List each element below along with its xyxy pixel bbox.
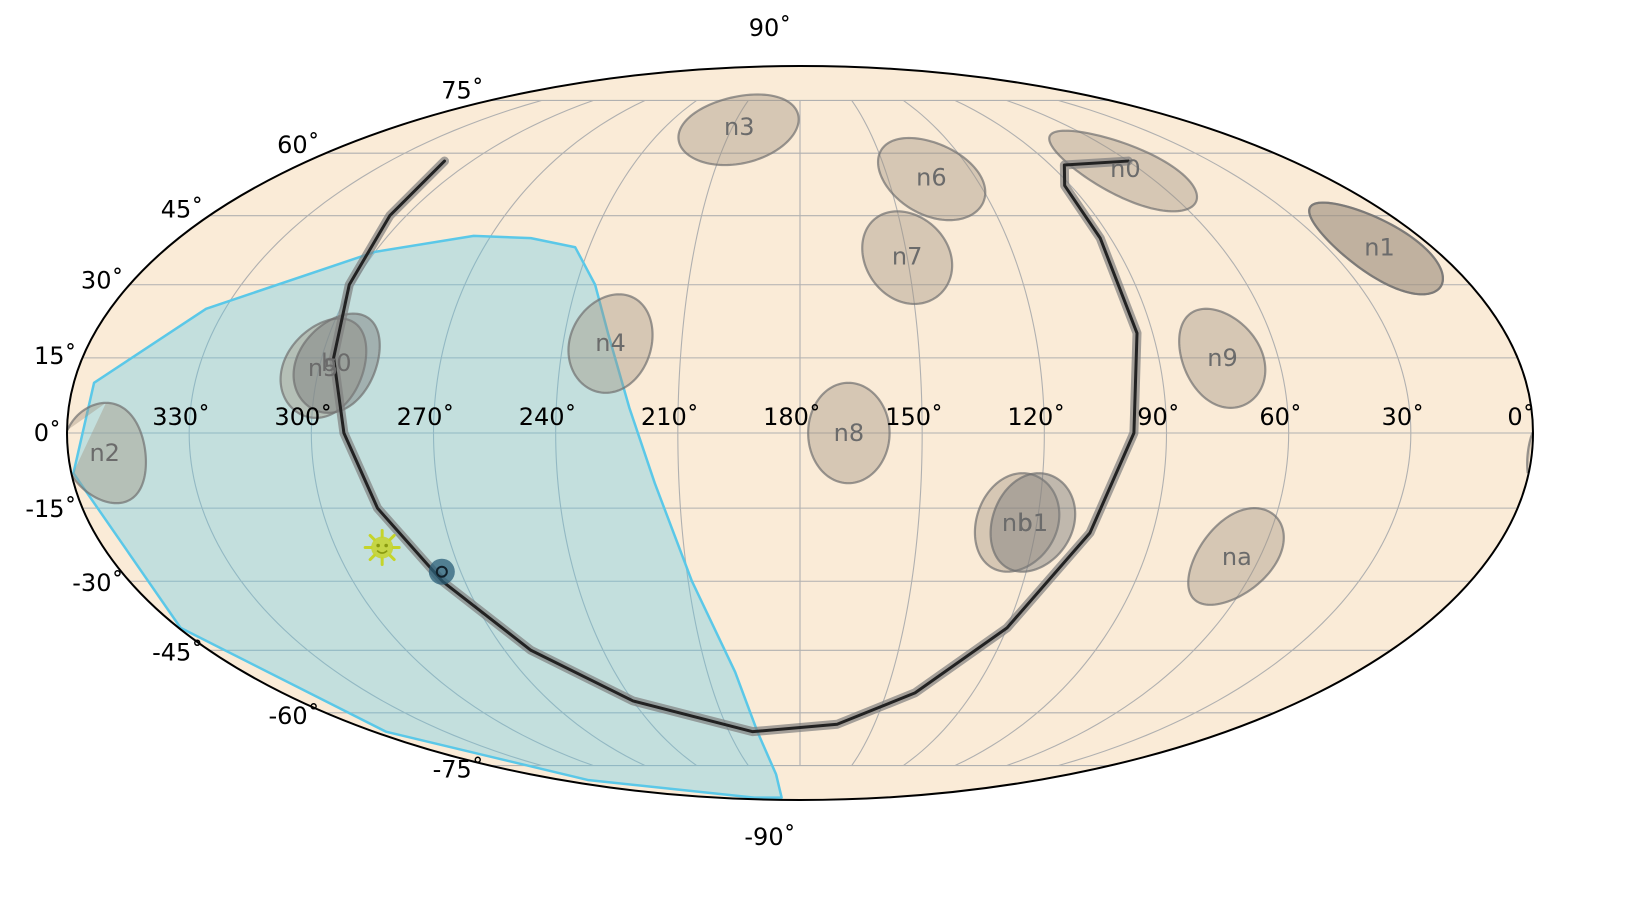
sun-ray [388,533,396,542]
detector-b1 [989,472,1077,573]
longitude-tick-label: 330˚ [152,403,210,431]
longitude-tick-label: 150˚ [885,403,943,431]
latitude-tick-label: -15˚ [25,495,76,523]
detector-label-n4: n4 [595,329,625,357]
longitude-tick-label: 240˚ [519,403,577,431]
latitude-tick-label: -30˚ [72,569,123,597]
sun-smile [376,549,388,554]
detector-wrap-14 [1308,201,1445,296]
longitude-tick-label: 300˚ [274,403,332,431]
detector-label-n3: n3 [724,113,754,141]
detector-n7 [861,210,954,306]
spacecraft-marker [428,558,455,585]
detector-label-na: na [1222,543,1252,571]
detector-label-nb: nb [1002,509,1032,537]
detector-label-n7: n7 [892,243,922,271]
latitude-tick-label: 60˚ [277,131,320,159]
detector-n8 [807,381,891,485]
orbital-path-layer [329,156,1142,737]
detector-n2 [67,401,1533,505]
detector-label-n8: n8 [834,419,864,447]
sun-eye-right [384,543,388,548]
latitude-tick-label: -45˚ [152,639,203,667]
longitude-tick-label: 120˚ [1007,403,1065,431]
detector-n5 [279,317,368,420]
latitude-tick-label: 90˚ [749,14,792,42]
detector-label-b1: b1 [1018,509,1049,537]
spacecraft-marker-core [435,565,448,578]
orbital-path [332,159,1139,734]
latitude-tick-label: 45˚ [161,196,204,224]
marker-layer [363,529,455,585]
earth-occultation-region [72,234,783,799]
longitude-tick-label: 30˚ [1382,403,1425,431]
latitude-tick-label: 0˚ [34,419,61,447]
detector-label-n9: n9 [1207,344,1237,372]
graticule [67,99,1533,767]
sun-ray [368,553,376,562]
detector-n4 [567,293,654,394]
sun-ray [388,553,396,562]
detector-n0 [1048,129,1199,213]
detector-nb [973,472,1061,573]
detector-na [1187,507,1285,606]
longitude-tick-label: 60˚ [1259,403,1302,431]
longitude-tick-label: 210˚ [641,403,699,431]
detector-label-n0: n0 [1110,155,1140,183]
detector-n6 [876,136,987,222]
sky-boundary [66,65,1534,801]
latitude-tick-label: 30˚ [81,267,124,295]
sun-icon [363,529,401,567]
detector-label-n1: n1 [1364,233,1394,261]
sun-disc [371,536,394,559]
longitude-tick-label: 270˚ [397,403,455,431]
detector-layer [67,93,1533,606]
detector-label-n5: n5 [308,354,338,382]
sun-ray [368,533,376,542]
plot-area [67,93,1533,799]
latitude-tick-label: 75˚ [441,76,484,104]
label-layer: n0 n1 n2 n3 n4 n5 n6 n7 n8 n9 na nb b0 b1 330˚ 300˚ 270˚… [25,14,1534,851]
detector-n3 [677,93,800,167]
earth-occultation-layer [72,234,783,799]
sun-eye-left [376,543,380,548]
longitude-tick-label: 180˚ [763,403,821,431]
longitude-tick-label: 0˚ [1507,403,1534,431]
detector-label-n2: n2 [89,439,119,467]
longitude-tick-label: 90˚ [1137,403,1180,431]
detector-label-b0: b0 [321,349,352,377]
detector-label-n6: n6 [916,163,946,191]
latitude-tick-label: -60˚ [268,702,319,730]
detector-n9 [1178,307,1267,409]
latitude-tick-label: -90˚ [744,823,795,851]
latitude-tick-label: -75˚ [433,756,484,784]
latitude-tick-label: 15˚ [34,342,77,370]
